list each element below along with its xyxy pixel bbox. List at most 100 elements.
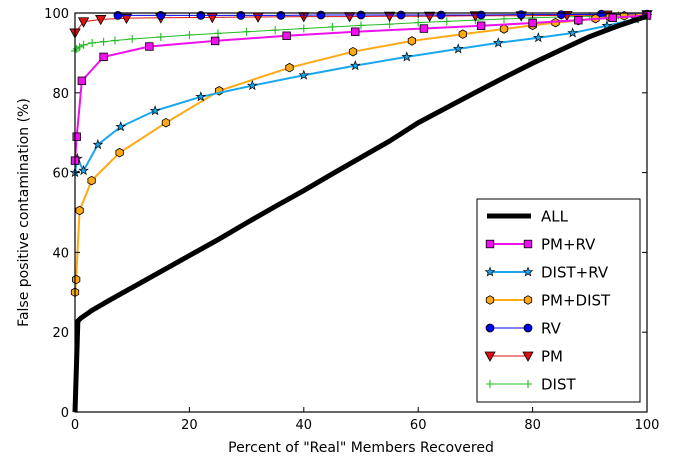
series-dist xyxy=(71,10,651,55)
data-point-dist xyxy=(242,27,251,36)
y-tick-label: 100 xyxy=(44,7,69,22)
data-point-pm-dist xyxy=(72,274,81,285)
legend-marker-pm-dist xyxy=(523,295,533,305)
data-point-dist-rv xyxy=(78,164,89,176)
data-point-rv xyxy=(476,10,486,20)
series-line-all xyxy=(72,13,648,413)
data-point-dist xyxy=(128,34,137,43)
data-point-dist-rv xyxy=(92,139,104,150)
data-point-pm-rv xyxy=(351,27,360,36)
data-point-dist xyxy=(328,22,337,31)
data-point-pm-dist xyxy=(115,147,124,158)
data-point-rv xyxy=(396,10,406,20)
legend-item-all: ALL xyxy=(487,208,569,226)
legend-marker-dist-rv xyxy=(522,266,534,277)
legend-label-pm-dist: PM+DIST xyxy=(541,292,611,310)
data-point-dist-rv xyxy=(532,32,544,43)
data-point-pm-rv xyxy=(72,132,81,141)
data-point-dist-rv xyxy=(246,79,258,91)
y-tick-label: 0 xyxy=(61,406,69,421)
y-axis-label: False positive contamination (%) xyxy=(16,98,32,327)
legend-marker-pm xyxy=(484,351,496,362)
data-point-dist xyxy=(500,14,508,23)
data-point-pm-dist xyxy=(285,62,294,73)
legend-label-dist: DIST xyxy=(541,376,576,394)
legend-marker-pm xyxy=(522,351,534,362)
data-point-pm xyxy=(423,11,436,23)
x-tick-label: 20 xyxy=(181,418,198,433)
legend-label-dist-rv: DIST+RV xyxy=(541,264,609,282)
data-point-dist-rv xyxy=(401,51,413,62)
y-tick-label: 20 xyxy=(52,326,69,341)
data-point-pm-dist xyxy=(458,29,467,39)
data-point-pm-dist xyxy=(87,175,96,186)
legend-item-pm-dist: PM+DIST xyxy=(485,292,611,310)
legend-item-rv: RV xyxy=(485,320,562,338)
data-point-pm xyxy=(77,17,90,28)
data-point-pm-rv xyxy=(77,76,87,86)
data-point-rv xyxy=(356,10,366,20)
data-point-dist-rv xyxy=(195,91,207,102)
series-line-dist-rv xyxy=(74,14,648,173)
data-point-pm xyxy=(95,14,107,26)
data-point-dist xyxy=(75,42,84,51)
data-point-dist xyxy=(156,32,165,41)
series-line-pm xyxy=(74,14,648,34)
data-point-dist xyxy=(214,29,222,38)
data-point-pm-rv xyxy=(608,13,617,22)
data-point-dist-rv xyxy=(452,43,464,54)
data-point-rv xyxy=(516,10,526,19)
data-point-dist-rv xyxy=(492,37,504,48)
x-tick-label: 40 xyxy=(296,418,313,433)
legend-marker-pm-rv xyxy=(523,239,533,249)
legend-marker-dist xyxy=(486,380,494,388)
data-point-pm-rv xyxy=(574,15,583,25)
data-point-dist-rv xyxy=(115,121,127,132)
data-point-pm xyxy=(343,12,356,23)
data-point-dist xyxy=(185,30,194,39)
data-point-dist xyxy=(299,24,308,33)
data-point-dist xyxy=(442,17,451,26)
y-tick-label: 80 xyxy=(52,87,69,102)
data-point-dist-rv xyxy=(567,27,578,38)
legend-item-dist: DIST xyxy=(486,376,576,394)
series-dist-rv xyxy=(69,10,653,178)
y-tick-label: 40 xyxy=(52,246,69,261)
data-point-dist xyxy=(357,21,365,30)
data-point-pm-rv xyxy=(210,36,220,46)
series-all xyxy=(72,13,648,413)
legend-marker-pm-rv xyxy=(485,239,495,249)
data-point-dist xyxy=(111,36,120,45)
x-tick-label: 0 xyxy=(71,418,79,433)
data-point-pm-dist xyxy=(75,205,84,216)
data-point-pm-rv xyxy=(476,21,486,30)
legend-item-pm: PM xyxy=(484,348,563,366)
data-point-dist-rv xyxy=(349,60,361,71)
data-point-dist-rv xyxy=(298,69,310,80)
data-point-dist xyxy=(79,40,88,49)
data-point-pm xyxy=(383,11,396,23)
data-point-pm-rv xyxy=(99,52,108,62)
x-tick-label: 60 xyxy=(410,418,427,433)
data-point-dist xyxy=(99,37,108,46)
data-point-dist xyxy=(271,26,280,35)
data-point-pm-rv xyxy=(145,42,154,51)
legend-marker-rv xyxy=(485,323,495,333)
y-tick-label: 60 xyxy=(52,167,69,182)
legend-marker-dist-rv xyxy=(484,266,496,277)
tick-layer: 0 20 40 60 80 100 0 20 40 60 80 100 xyxy=(44,7,659,433)
data-point-rv xyxy=(436,10,446,20)
legend-label-pm: PM xyxy=(541,348,563,366)
legend-item-dist-rv: DIST+RV xyxy=(484,264,609,282)
data-point-pm-rv xyxy=(528,18,537,28)
legend-marker-pm-dist xyxy=(485,295,495,305)
legend-marker-dist xyxy=(524,380,532,388)
plot-frame xyxy=(74,12,648,413)
legend-label-pm-rv: PM+RV xyxy=(541,236,596,254)
data-point-rv xyxy=(316,10,326,20)
x-axis-label: Percent of "Real" Members Recovered xyxy=(228,440,494,456)
data-point-rv xyxy=(556,10,566,19)
series-line-rv xyxy=(117,13,647,16)
data-point-pm-dist xyxy=(348,46,358,57)
